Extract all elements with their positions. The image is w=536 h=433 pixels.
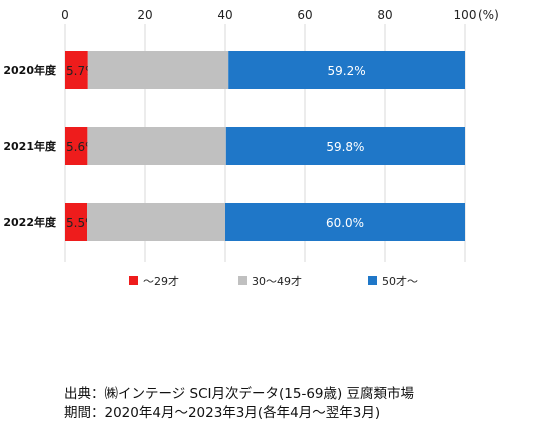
data-label-3-series-3: 60.0% — [326, 216, 364, 230]
x-tick-label-0: 0 — [61, 8, 69, 22]
legend-swatch-2 — [238, 276, 247, 285]
legend-label-3: 50才～ — [382, 274, 418, 288]
data-label-1-series-3: 59.2% — [328, 64, 366, 78]
source-note: 出典：㈱インテージ SCI月次データ(15-69歳) 豆腐類市場 — [64, 386, 415, 402]
x-tick-label-100: 100 — [454, 8, 477, 22]
legend-swatch-1 — [129, 276, 138, 285]
bar-1-series-3 — [228, 51, 465, 89]
x-tick-label-80: 80 — [377, 8, 392, 22]
bar-3-series-3 — [225, 203, 465, 241]
bar-3-series-2 — [87, 203, 225, 241]
x-tick-label-40: 40 — [217, 8, 232, 22]
x-tick-label-20: 20 — [137, 8, 152, 22]
period-note: 期間：2020年4月～2023年3月(各年4月～翌年3月) — [64, 405, 381, 421]
bar-1-series-2 — [87, 51, 229, 89]
x-tick-label-60: 60 — [297, 8, 312, 22]
bar-1-series-1 — [65, 51, 88, 89]
data-label-2-series-3: 59.8% — [326, 140, 364, 154]
category-label-1: 2020年度 — [3, 63, 57, 77]
legend-label-1: ～29才 — [143, 274, 179, 288]
legend-label-2: 30～49才 — [252, 274, 302, 288]
category-label-3: 2022年度 — [3, 215, 57, 229]
x-unit-label: (%) — [478, 8, 499, 22]
category-label-2: 2021年度 — [3, 139, 57, 153]
bar-3-series-1 — [65, 203, 87, 241]
bar-2-series-3 — [225, 127, 465, 165]
bar-2-series-2 — [87, 127, 226, 165]
legend-swatch-3 — [368, 276, 377, 285]
bar-2-series-1 — [65, 127, 88, 165]
